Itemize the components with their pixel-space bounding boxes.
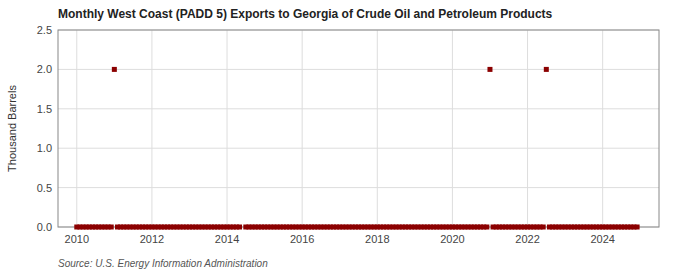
points [74,67,639,230]
y-grid-line [58,108,659,109]
x-grid-line [527,30,528,227]
y-tick-label: 1.0 [37,142,52,154]
x-tick-label: 2024 [590,233,614,245]
point [112,67,117,72]
point [487,67,492,72]
y-tick-label: 1.5 [37,103,52,115]
y-tick-label: 2.0 [37,63,52,75]
x-grid-line [151,30,152,227]
source: Source: U.S. Energy Information Administ… [58,258,268,269]
x-tick-label: 2010 [65,233,89,245]
point [544,67,549,72]
y-grid-line [58,148,659,149]
y-tick-label: 0.0 [37,221,52,233]
x-grid-line [602,30,603,227]
point [635,225,640,230]
y-tick-label: 2.5 [37,24,52,36]
x-grid-line [452,30,453,227]
x-grid-line [227,30,228,227]
x-grid-line [302,30,303,227]
x-tick-label: 2022 [515,233,539,245]
grid [58,30,659,227]
x-tick-label: 2016 [290,233,314,245]
y-tick-label: 0.5 [37,182,52,194]
y-grid-line [58,69,659,70]
plot-frame [58,30,659,227]
chart: Monthly West Coast (PADD 5) Exports to G… [0,0,675,275]
x-tick-label: 2018 [365,233,389,245]
point [237,225,242,230]
x-tick-label: 2020 [440,233,464,245]
point [484,225,489,230]
point [541,225,546,230]
y-axis-label: Thousand Barrels [6,85,18,172]
y-grid-line [58,187,659,188]
x-tick-label: 2012 [140,233,164,245]
x-grid-line [377,30,378,227]
title: Monthly West Coast (PADD 5) Exports to G… [58,7,553,21]
x-tick-label: 2014 [215,233,239,245]
point [109,225,114,230]
x-grid-line [76,30,77,227]
